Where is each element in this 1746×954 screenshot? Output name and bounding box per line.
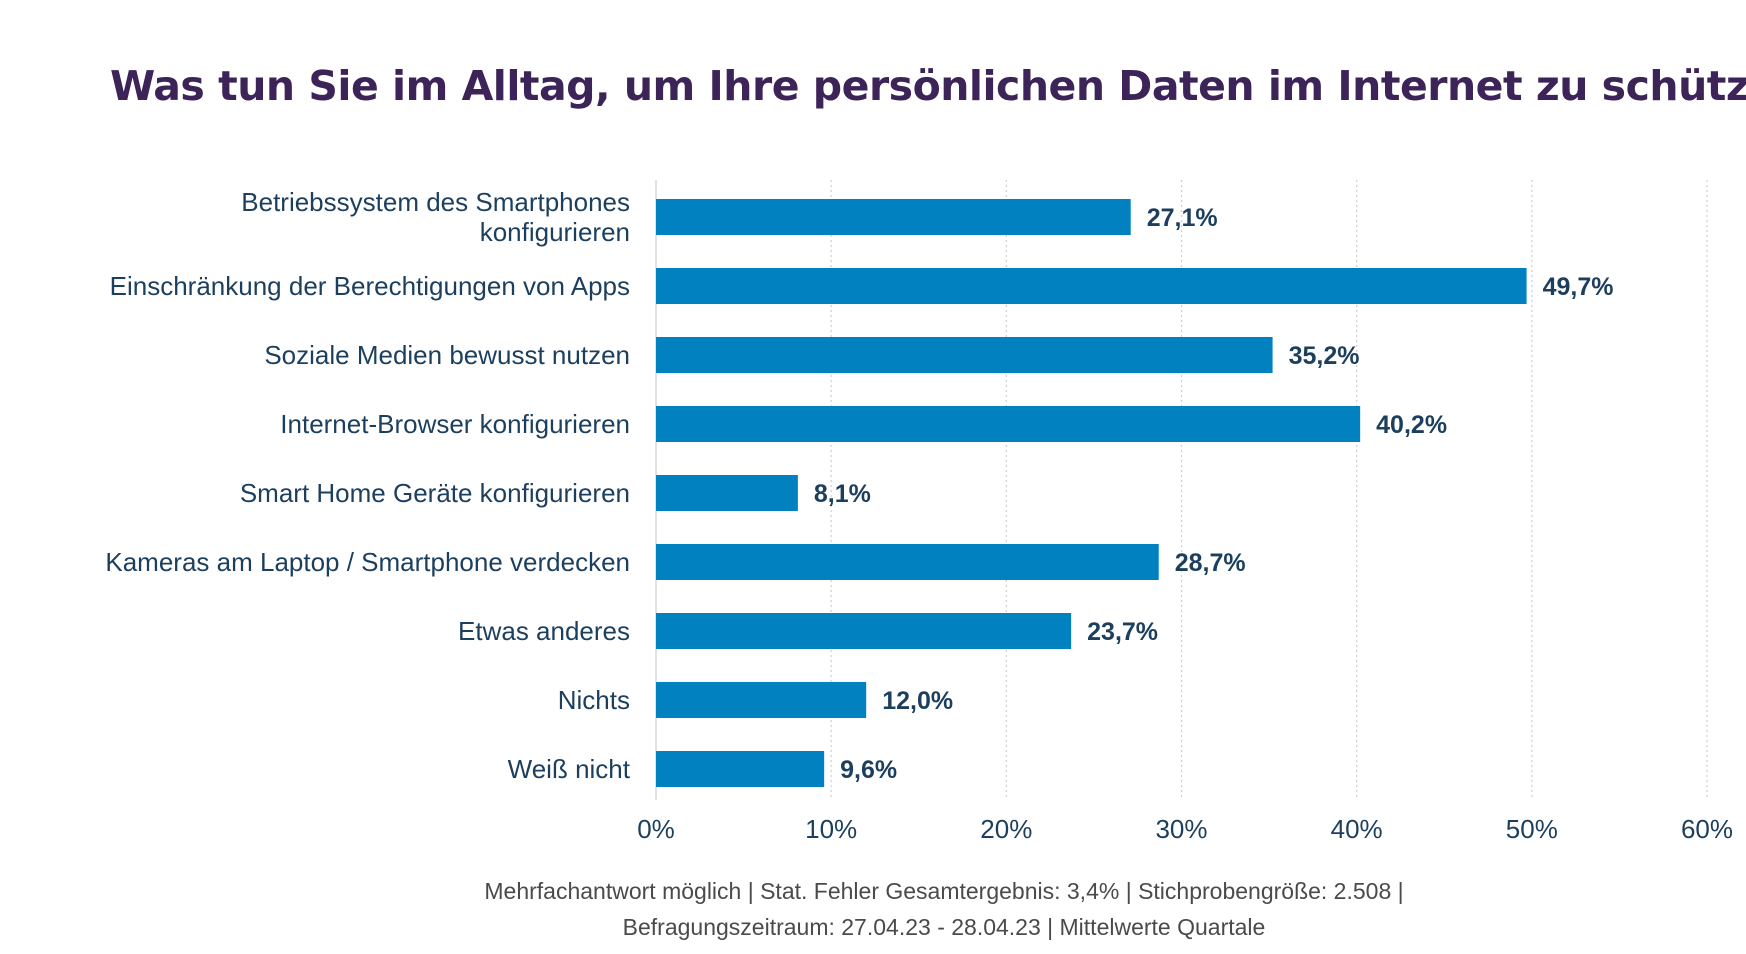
- footnote-line-2: Befragungszeitraum: 27.04.23 - 28.04.23 …: [622, 914, 1266, 940]
- value-label: 12,0%: [882, 687, 953, 715]
- bar: [656, 406, 1361, 442]
- value-label: 49,7%: [1543, 273, 1614, 301]
- category-label: Nichts: [558, 685, 630, 715]
- footnote-line-1: Mehrfachantwort möglich | Stat. Fehler G…: [484, 878, 1404, 904]
- x-tick-label: 0%: [637, 814, 675, 844]
- x-tick-label: 40%: [1331, 814, 1383, 844]
- bar: [656, 475, 798, 511]
- category-label: konfigurieren: [480, 217, 630, 247]
- x-tick-label: 20%: [980, 814, 1032, 844]
- bar: [656, 751, 825, 787]
- value-label: 8,1%: [814, 480, 871, 508]
- bar: [656, 199, 1131, 235]
- value-label: 23,7%: [1087, 618, 1158, 646]
- value-label: 35,2%: [1289, 342, 1360, 370]
- category-label: Kameras am Laptop / Smartphone verdecken: [105, 547, 630, 577]
- value-label: 40,2%: [1376, 411, 1447, 439]
- category-label: Internet-Browser konfigurieren: [280, 409, 630, 439]
- bar: [656, 337, 1273, 373]
- category-label: Etwas anderes: [458, 616, 630, 646]
- x-tick-label: 60%: [1681, 814, 1733, 844]
- value-label: 28,7%: [1175, 549, 1246, 577]
- bar: [656, 613, 1072, 649]
- category-label: Soziale Medien bewusst nutzen: [264, 340, 630, 370]
- value-label: 27,1%: [1147, 204, 1218, 232]
- x-tick-label: 10%: [805, 814, 857, 844]
- category-label: Weiß nicht: [508, 754, 631, 784]
- bar: [656, 682, 867, 718]
- bar: [656, 268, 1527, 304]
- category-label: Smart Home Geräte konfigurieren: [240, 478, 630, 508]
- bar: [656, 544, 1159, 580]
- category-label: Einschränkung der Berechtigungen von App…: [110, 271, 630, 301]
- x-tick-label: 30%: [1155, 814, 1207, 844]
- value-label: 9,6%: [840, 756, 897, 784]
- chart-title: Was tun Sie im Alltag, um Ihre persönlic…: [110, 62, 1746, 110]
- category-label: Betriebssystem des Smartphones: [241, 187, 630, 217]
- x-tick-label: 50%: [1506, 814, 1558, 844]
